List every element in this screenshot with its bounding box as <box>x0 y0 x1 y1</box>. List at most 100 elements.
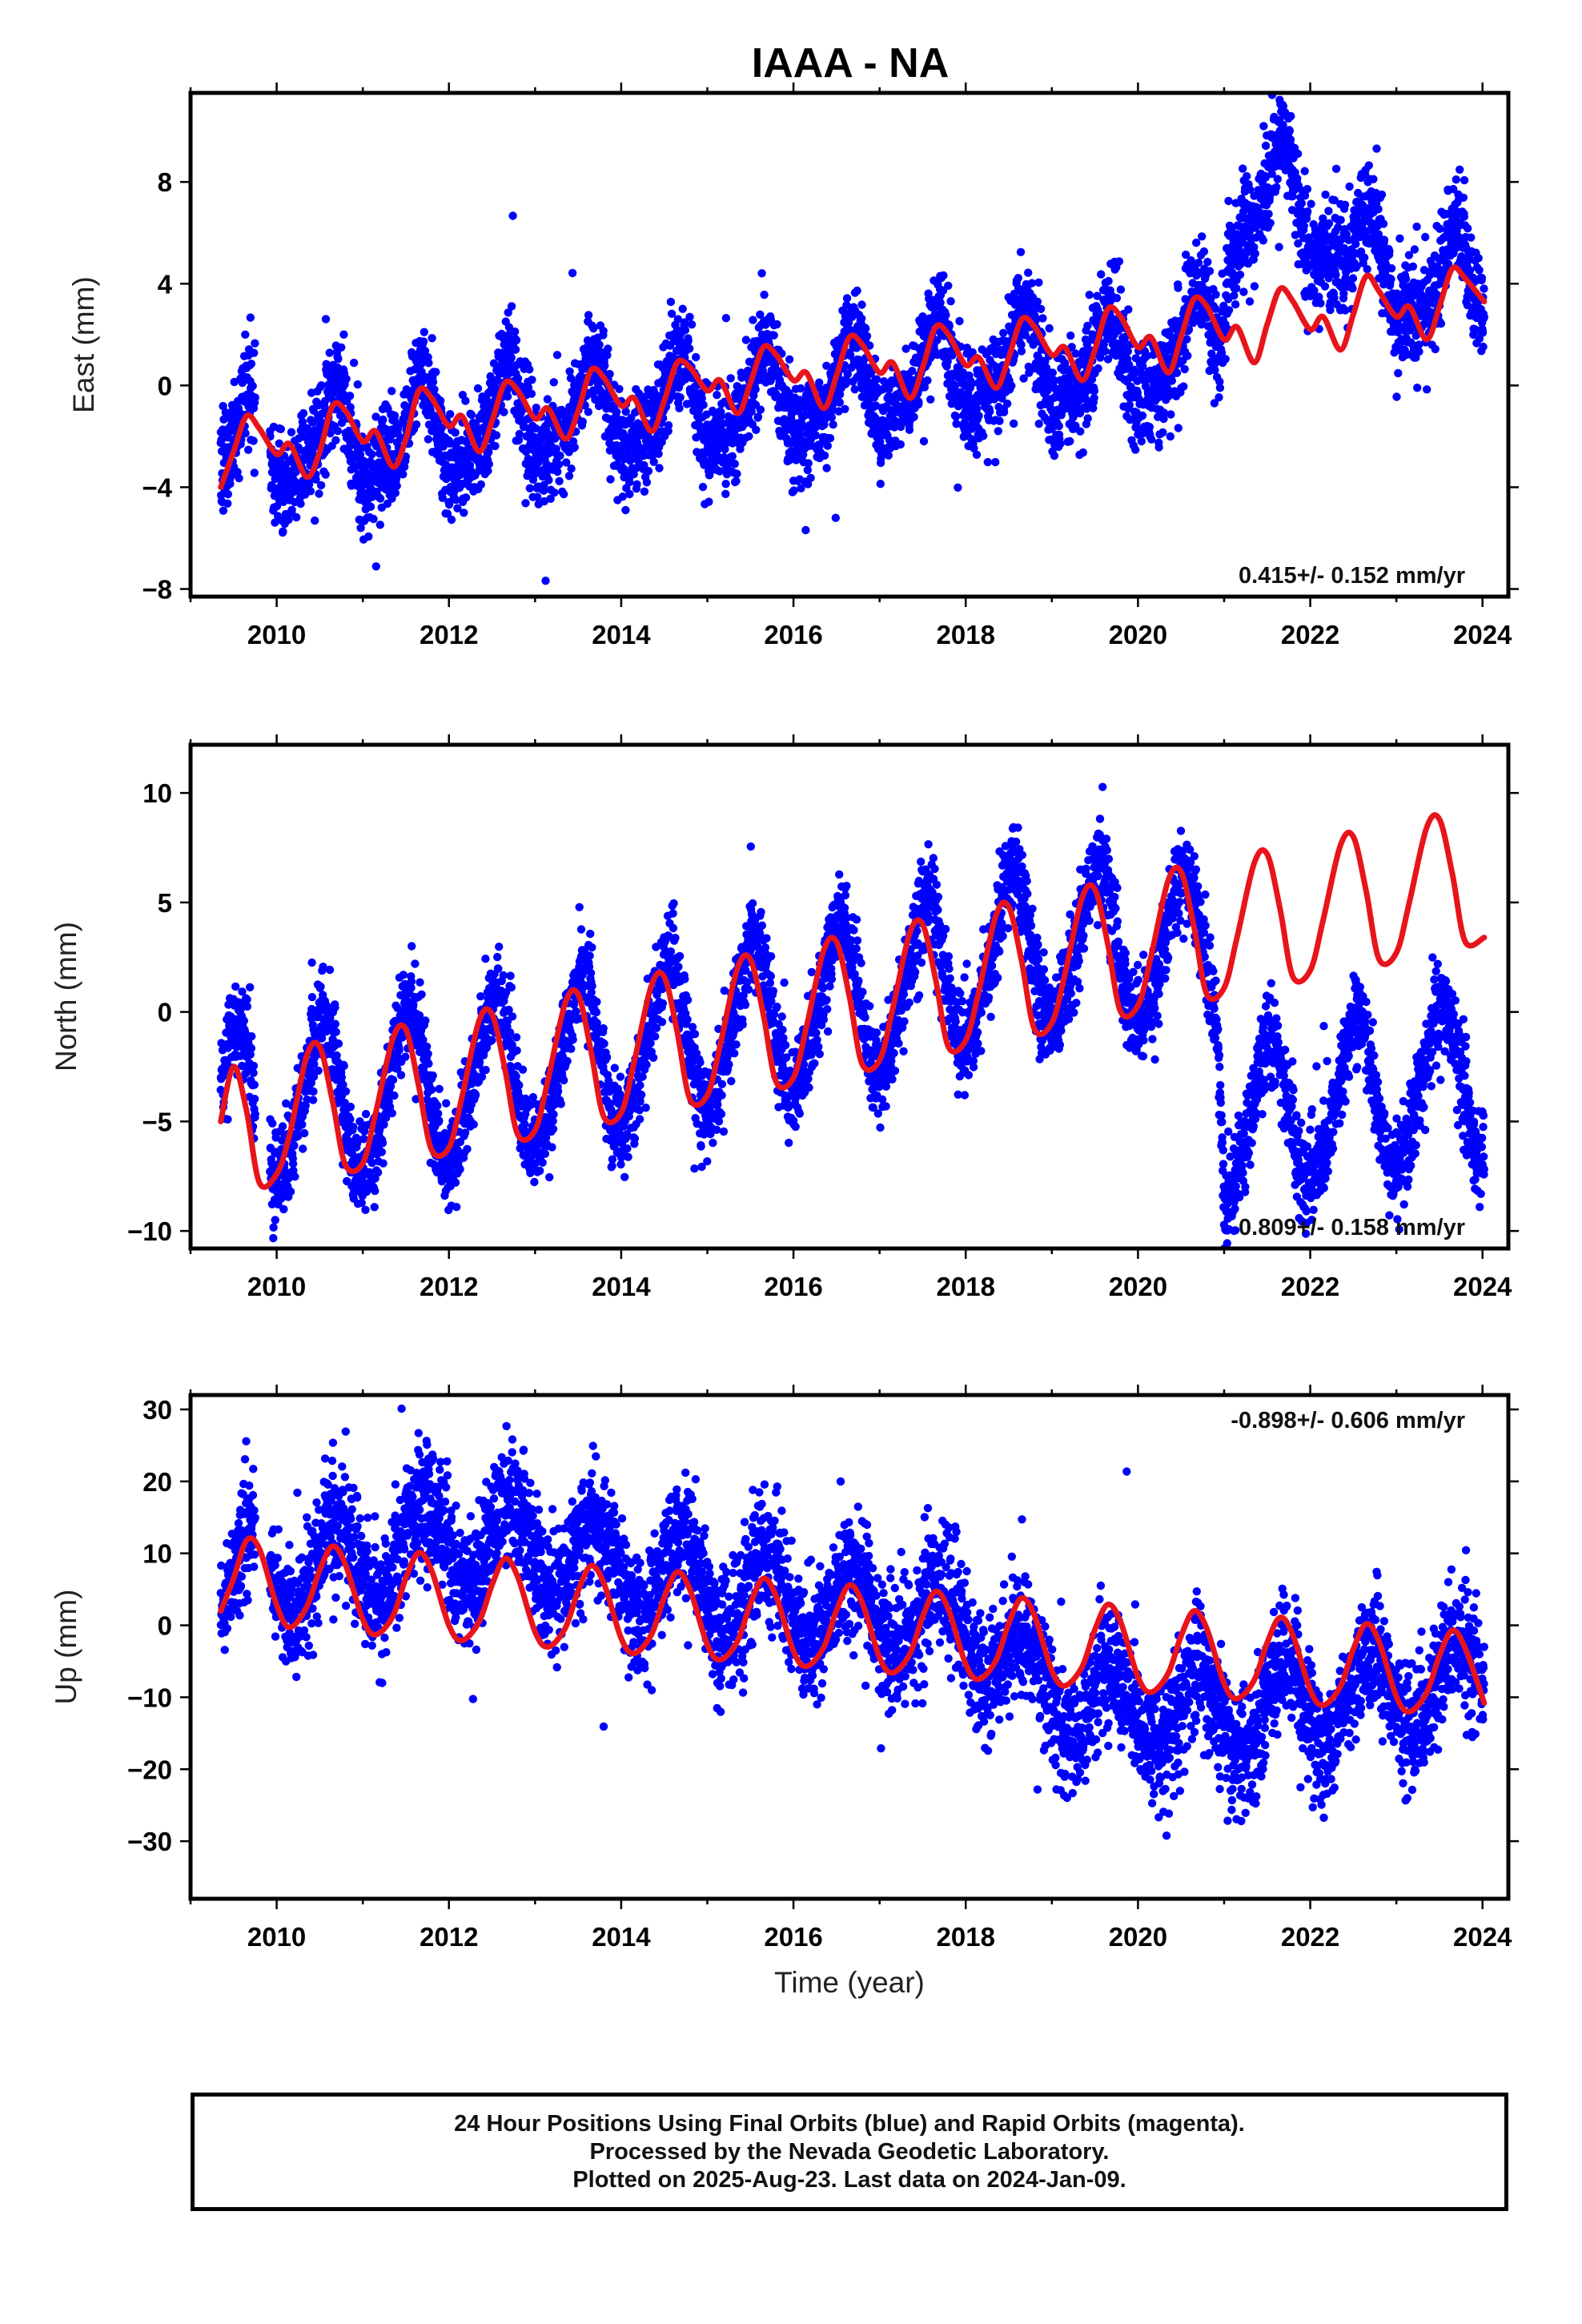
data-point <box>353 380 362 389</box>
data-point <box>1411 353 1420 362</box>
data-point <box>999 408 1009 416</box>
data-point <box>1339 289 1348 298</box>
data-point <box>717 412 725 420</box>
data-point <box>1123 347 1133 356</box>
data-point <box>1374 205 1383 214</box>
data-point <box>1230 291 1239 300</box>
data-point <box>325 348 334 357</box>
data-point <box>773 320 781 329</box>
data-point <box>311 475 320 484</box>
data-point <box>1465 266 1475 275</box>
data-point <box>857 300 866 309</box>
data-point <box>351 461 359 470</box>
data-point <box>1421 232 1430 242</box>
data-point <box>507 302 516 311</box>
data-point <box>625 489 634 499</box>
data-point <box>447 515 456 525</box>
data-point <box>271 518 279 527</box>
data-point <box>1394 368 1403 378</box>
data-point <box>1452 175 1461 184</box>
chart-title: IAAA - NA <box>752 40 950 86</box>
data-point <box>946 297 955 306</box>
data-point <box>1045 324 1054 333</box>
data-point <box>1215 384 1225 392</box>
data-point <box>233 468 242 476</box>
data-point <box>1345 182 1354 191</box>
data-point <box>1364 161 1374 170</box>
data-point <box>1266 219 1275 227</box>
data-point <box>680 318 689 327</box>
data-point <box>504 308 512 317</box>
data-point <box>1166 432 1175 441</box>
data-point <box>803 465 812 475</box>
data-point <box>591 395 600 404</box>
data-point <box>511 327 520 336</box>
data-point <box>605 369 614 379</box>
data-point <box>945 322 954 331</box>
data-point <box>354 443 363 452</box>
data-point <box>756 310 765 319</box>
data-point <box>616 448 624 456</box>
y-tick-label: 8 <box>158 167 172 197</box>
data-point <box>1180 364 1189 374</box>
data-point <box>284 515 293 525</box>
data-point <box>1066 331 1075 340</box>
data-point <box>970 444 978 452</box>
data-point <box>315 489 323 498</box>
data-point <box>632 480 641 489</box>
data-point <box>375 521 384 529</box>
data-point <box>424 435 433 444</box>
data-point <box>371 562 380 571</box>
data-point <box>1010 419 1018 428</box>
data-point <box>804 459 813 468</box>
data-point <box>1027 279 1037 287</box>
data-point <box>1413 384 1422 392</box>
data-point <box>901 344 910 353</box>
data-point <box>1224 196 1233 206</box>
data-point <box>420 328 428 336</box>
data-point <box>1320 282 1330 291</box>
data-point <box>483 396 492 405</box>
data-point <box>439 442 448 451</box>
data-point <box>640 487 649 496</box>
data-point <box>527 389 536 398</box>
data-point <box>829 420 837 429</box>
data-point <box>920 383 930 392</box>
data-point <box>752 425 761 434</box>
data-point <box>595 340 604 349</box>
data-point <box>570 443 579 452</box>
data-point <box>862 332 872 340</box>
data-point <box>223 489 232 499</box>
data-point <box>1048 368 1058 377</box>
data-point <box>797 484 805 493</box>
data-point <box>1385 247 1394 255</box>
data-point <box>1393 328 1403 336</box>
data-point <box>967 380 976 389</box>
data-point <box>1174 283 1182 292</box>
data-point <box>974 412 983 420</box>
x-tick-label: 2024 <box>1453 620 1512 649</box>
data-point <box>375 494 385 503</box>
data-point <box>803 480 813 489</box>
data-point <box>532 404 540 412</box>
data-point <box>1034 278 1043 287</box>
data-point <box>642 478 652 487</box>
data-point <box>321 315 331 324</box>
y-tick-label: 4 <box>158 269 173 299</box>
data-point <box>1199 247 1209 256</box>
data-point <box>1076 427 1085 436</box>
data-point <box>753 412 763 421</box>
data-point <box>399 470 408 479</box>
data-point <box>486 372 495 381</box>
data-point <box>685 312 694 321</box>
data-point <box>1459 193 1468 202</box>
data-point <box>673 315 682 324</box>
data-point <box>1259 236 1268 245</box>
data-point <box>491 441 500 451</box>
data-point <box>1194 258 1203 267</box>
data-point <box>751 385 760 394</box>
data-point <box>835 390 845 399</box>
data-point <box>991 457 1000 467</box>
data-point <box>1285 127 1295 135</box>
